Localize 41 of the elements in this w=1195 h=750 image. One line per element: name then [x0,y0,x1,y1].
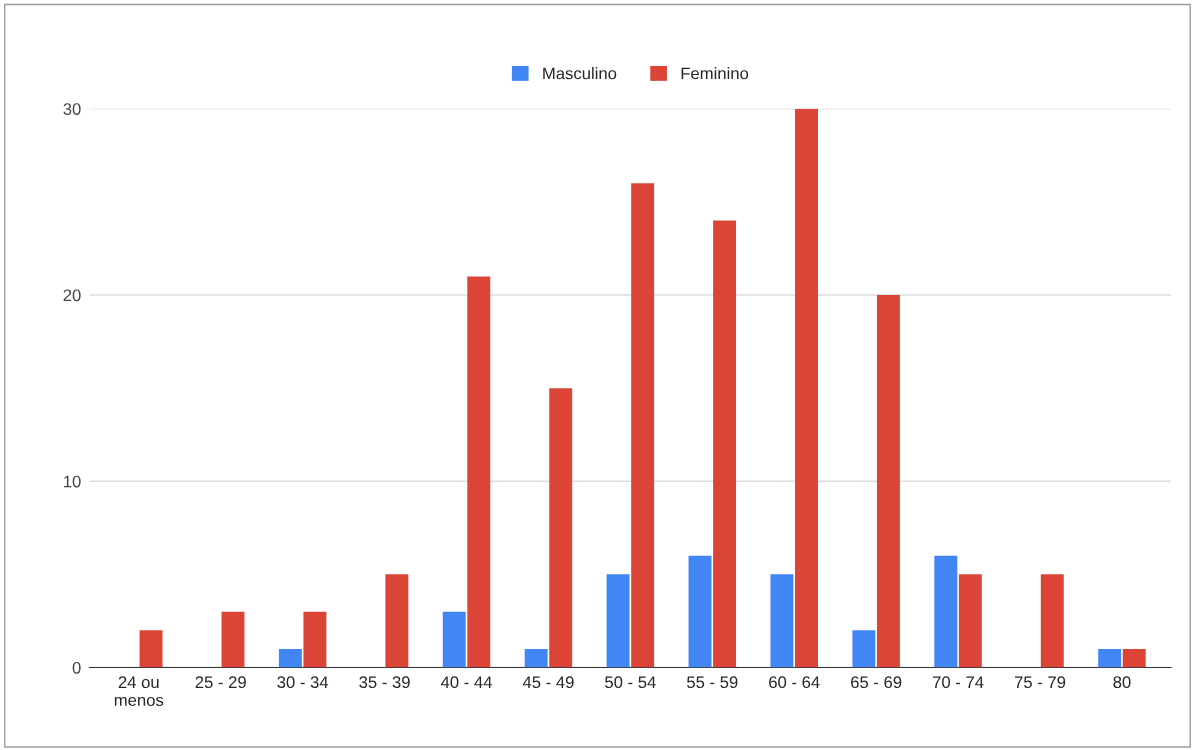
bar [139,630,163,668]
x-tick-label: 50 - 54 [605,676,656,689]
x-tick-label: 25 - 29 [195,676,246,689]
bar [688,555,712,668]
legend-label: Masculino [543,67,617,80]
y-tick-label: 20 [63,289,81,302]
bar [606,574,630,668]
x-tick-label: 24 ou menos [114,676,164,707]
bar [385,574,409,668]
bar [278,648,302,668]
bar [1040,574,1064,668]
bar [958,574,982,668]
bar [713,220,737,668]
y-tick-label: 10 [64,475,81,488]
bar [1098,648,1122,668]
bar [795,108,818,668]
bar [221,611,245,668]
x-tick-label: 30 - 34 [277,676,329,689]
x-tick-label: 35 - 39 [359,676,410,689]
bar [770,574,794,668]
x-tick-label: 65 - 69 [851,676,902,689]
bar [524,648,548,668]
x-tick-label: 55 - 59 [687,676,738,689]
bar [1122,648,1146,668]
bar [876,295,900,668]
bar [934,555,958,668]
x-tick-label: 40 - 44 [440,676,492,689]
x-tick-label: 75 - 79 [1014,676,1066,689]
x-tick-label: 80 [1113,676,1131,689]
legend-label: Feminino [681,67,749,80]
bar [442,611,466,668]
x-tick-label: 70 - 74 [932,676,984,689]
x-tick-label: 60 - 64 [769,676,820,689]
bar [467,276,491,668]
x-tick-label: 45 - 49 [522,676,574,689]
bar [852,630,876,668]
bar [303,611,327,668]
y-tick-label: 30 [63,103,81,115]
bar [631,183,655,668]
y-tick-label: 0 [72,661,81,674]
bar [549,388,573,668]
